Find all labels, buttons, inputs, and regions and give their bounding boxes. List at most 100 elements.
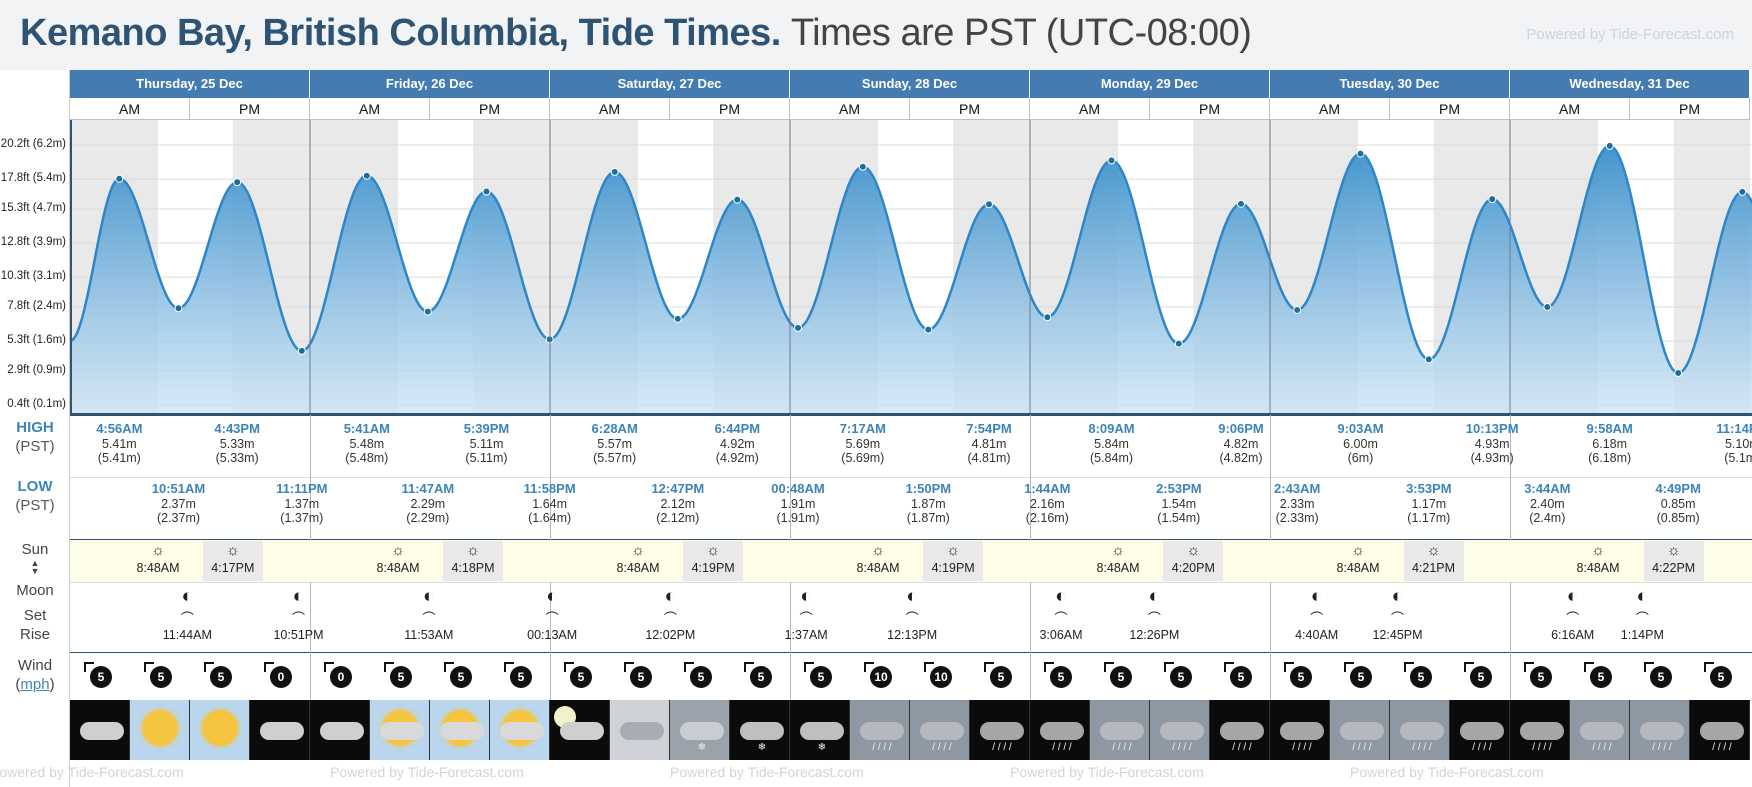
row-divider bbox=[70, 415, 1752, 416]
high-tide-height-alt: (5.41m) bbox=[97, 451, 141, 465]
high-tide-entry[interactable]: 9:03AM 6.00m (6m) bbox=[1321, 421, 1401, 466]
low-tide-height: 2.29m bbox=[410, 496, 446, 511]
low-tide-entry[interactable]: 12:47PM 2.12m (2.12m) bbox=[638, 481, 718, 526]
rain-icon: / / / / bbox=[850, 700, 910, 760]
high-tide-entry[interactable]: 10:13PM 4.93m (4.93m) bbox=[1452, 421, 1532, 466]
low-tide-entry[interactable]: 10:51AM 2.37m (2.37m) bbox=[139, 481, 219, 526]
low-tide-entry[interactable]: 4:49PM 0.85m (0.85m) bbox=[1638, 481, 1718, 526]
tide-extreme-point[interactable] bbox=[673, 314, 682, 323]
low-tide-entry[interactable]: 3:44AM 2.40m (2.4m) bbox=[1507, 481, 1587, 526]
high-tide-entry[interactable]: 9:58AM 6.18m (6.18m) bbox=[1570, 421, 1650, 466]
precip-glyph: / / / / bbox=[932, 742, 952, 753]
tide-extreme-point[interactable] bbox=[1107, 156, 1116, 165]
tide-extreme-point[interactable] bbox=[423, 307, 432, 316]
wind-direction-arrow-icon bbox=[1404, 662, 1414, 672]
tide-extreme-point[interactable] bbox=[115, 174, 124, 183]
low-tide-entry[interactable]: 11:11PM 1.37m (1.37m) bbox=[262, 481, 342, 526]
powered-by-footer[interactable]: Powered by Tide-Forecast.com bbox=[1350, 764, 1544, 780]
wind-speed-badge: 5 bbox=[390, 666, 412, 688]
tide-extreme-point[interactable] bbox=[1043, 313, 1052, 322]
low-tide-entry[interactable]: 2:53PM 1.54m (1.54m) bbox=[1139, 481, 1219, 526]
tide-extreme-point[interactable] bbox=[1674, 369, 1683, 378]
moon-event: ◐ ⌒ 1:14PM bbox=[1608, 584, 1676, 650]
high-tide-entry[interactable]: 8:09AM 5.84m (5.84m) bbox=[1072, 421, 1152, 466]
cloud-glyph bbox=[440, 722, 484, 740]
tide-extreme-point[interactable] bbox=[1293, 305, 1302, 314]
powered-by-footer[interactable]: Powered by Tide-Forecast.com bbox=[330, 764, 524, 780]
moon-event-time: 1:37AM bbox=[784, 628, 828, 642]
low-tide-entry[interactable]: 2:43AM 2.33m (2.33m) bbox=[1257, 481, 1337, 526]
day-header: Thursday, 25 Dec bbox=[70, 70, 310, 98]
partly-sunny-icon bbox=[490, 700, 550, 760]
tide-extreme-point[interactable] bbox=[1237, 199, 1245, 208]
high-tide-entry[interactable]: 6:44PM 4.92m (4.92m) bbox=[697, 421, 777, 466]
tide-extreme-point[interactable] bbox=[1488, 195, 1497, 204]
wind-cell: 10 bbox=[850, 654, 910, 698]
wind-direction-arrow-icon bbox=[984, 662, 994, 672]
cloud-glyph bbox=[1100, 722, 1144, 740]
tide-extreme-point[interactable] bbox=[1738, 187, 1747, 196]
tide-extreme-point[interactable] bbox=[1605, 141, 1614, 150]
moon-rise-icon: ⌒ bbox=[1390, 611, 1404, 626]
tide-extreme-point[interactable] bbox=[985, 200, 993, 209]
low-tide-entry[interactable]: 3:53PM 1.17m (1.17m) bbox=[1389, 481, 1469, 526]
high-tide-entry[interactable]: 5:39PM 5.11m (5.11m) bbox=[447, 421, 527, 466]
night-rain-icon: / / / / bbox=[1450, 700, 1510, 760]
tide-extreme-point[interactable] bbox=[924, 325, 933, 334]
tide-extreme-point[interactable] bbox=[794, 323, 802, 332]
moon-event-time: 12:45PM bbox=[1372, 628, 1423, 642]
tide-extreme-point[interactable] bbox=[733, 195, 742, 204]
tide-extreme-point[interactable] bbox=[1543, 302, 1552, 311]
wind-speed-badge: 5 bbox=[1650, 666, 1672, 688]
moon-set-icon: ⌒ bbox=[799, 611, 813, 626]
high-tide-entry[interactable]: 4:56AM 5.41m (5.41m) bbox=[79, 421, 159, 466]
moon-phase-icon: ◐ bbox=[1310, 586, 1323, 607]
wind-unit-link[interactable]: mph bbox=[20, 676, 50, 693]
low-tide-entry[interactable]: 11:47AM 2.29m (2.29m) bbox=[388, 481, 468, 526]
low-tide-time: 2:53PM bbox=[1156, 481, 1202, 496]
moon-phase-icon: ◐ bbox=[1148, 586, 1161, 607]
title-bar: Kemano Bay, British Columbia, Tide Times… bbox=[0, 0, 1752, 70]
high-tide-entry[interactable]: 7:54PM 4.81m (4.81m) bbox=[949, 421, 1029, 466]
sunset-cell: ☼ 4:19PM bbox=[923, 541, 984, 581]
powered-by-footer[interactable]: Powered by Tide-Forecast.com bbox=[1010, 764, 1204, 780]
y-tick-label: 2.9ft (0.9m) bbox=[7, 363, 66, 376]
tide-extreme-point[interactable] bbox=[362, 171, 371, 180]
high-tide-entry[interactable]: 4:43PM 5.33m (5.33m) bbox=[197, 421, 277, 466]
powered-by-footer[interactable]: Powered by Tide-Forecast.com bbox=[670, 764, 864, 780]
moon-event: ◐ ⌒ 6:16AM bbox=[1539, 584, 1607, 650]
powered-by-top[interactable]: Powered by Tide-Forecast.com bbox=[1526, 26, 1734, 43]
low-tide-entry[interactable]: 1:50PM 1.87m (1.87m) bbox=[888, 481, 968, 526]
tide-extreme-point[interactable] bbox=[233, 178, 242, 187]
high-tide-entry[interactable]: 9:06PM 4.82m (4.82m) bbox=[1201, 421, 1281, 466]
sunrise-time: 8:48AM bbox=[1336, 561, 1380, 575]
sunset-icon: ☼ bbox=[1666, 542, 1681, 559]
high-tide-entry[interactable]: 6:28AM 5.57m (5.57m) bbox=[575, 421, 655, 466]
am-header: AM bbox=[310, 98, 430, 120]
tide-extreme-point[interactable] bbox=[482, 187, 491, 196]
wind-cell: 0 bbox=[250, 654, 310, 698]
tide-grid: Thursday, 25 Dec AM PM Friday, 26 Dec AM PM Sa… bbox=[70, 70, 1752, 787]
moon-event-time: 3:06AM bbox=[1039, 628, 1083, 642]
wind-speed-badge: 10 bbox=[870, 666, 892, 688]
tide-extreme-point[interactable] bbox=[858, 162, 867, 171]
high-tide-entry[interactable]: 5:41AM 5.48m (5.48m) bbox=[327, 421, 407, 466]
low-tide-entry[interactable]: 00:48AM 1.91m (1.91m) bbox=[758, 481, 838, 526]
tide-extreme-point[interactable] bbox=[1424, 355, 1433, 364]
low-tide-entry[interactable]: 11:58PM 1.64m (1.64m) bbox=[510, 481, 590, 526]
low-tide-height-alt: (2.33m) bbox=[1275, 511, 1319, 525]
night-snow-icon: ❄ bbox=[790, 700, 850, 760]
powered-by-footer[interactable]: Powered by Tide-Forecast.com bbox=[0, 764, 184, 780]
wind-direction-arrow-icon bbox=[204, 662, 214, 672]
tide-extreme-point[interactable] bbox=[297, 346, 306, 355]
tide-extreme-point[interactable] bbox=[1356, 149, 1365, 158]
tide-extreme-point[interactable] bbox=[174, 304, 183, 313]
wind-direction-arrow-icon bbox=[264, 662, 274, 672]
tide-extreme-point[interactable] bbox=[610, 167, 619, 176]
low-tide-entry[interactable]: 1:44AM 2.16m (2.16m) bbox=[1007, 481, 1087, 526]
tide-extreme-point[interactable] bbox=[1174, 339, 1183, 348]
partly-sunny-icon bbox=[370, 700, 430, 760]
moon-phase-icon: ◐ bbox=[1566, 586, 1579, 607]
high-tide-entry[interactable]: 7:17AM 5.69m (5.69m) bbox=[823, 421, 903, 466]
